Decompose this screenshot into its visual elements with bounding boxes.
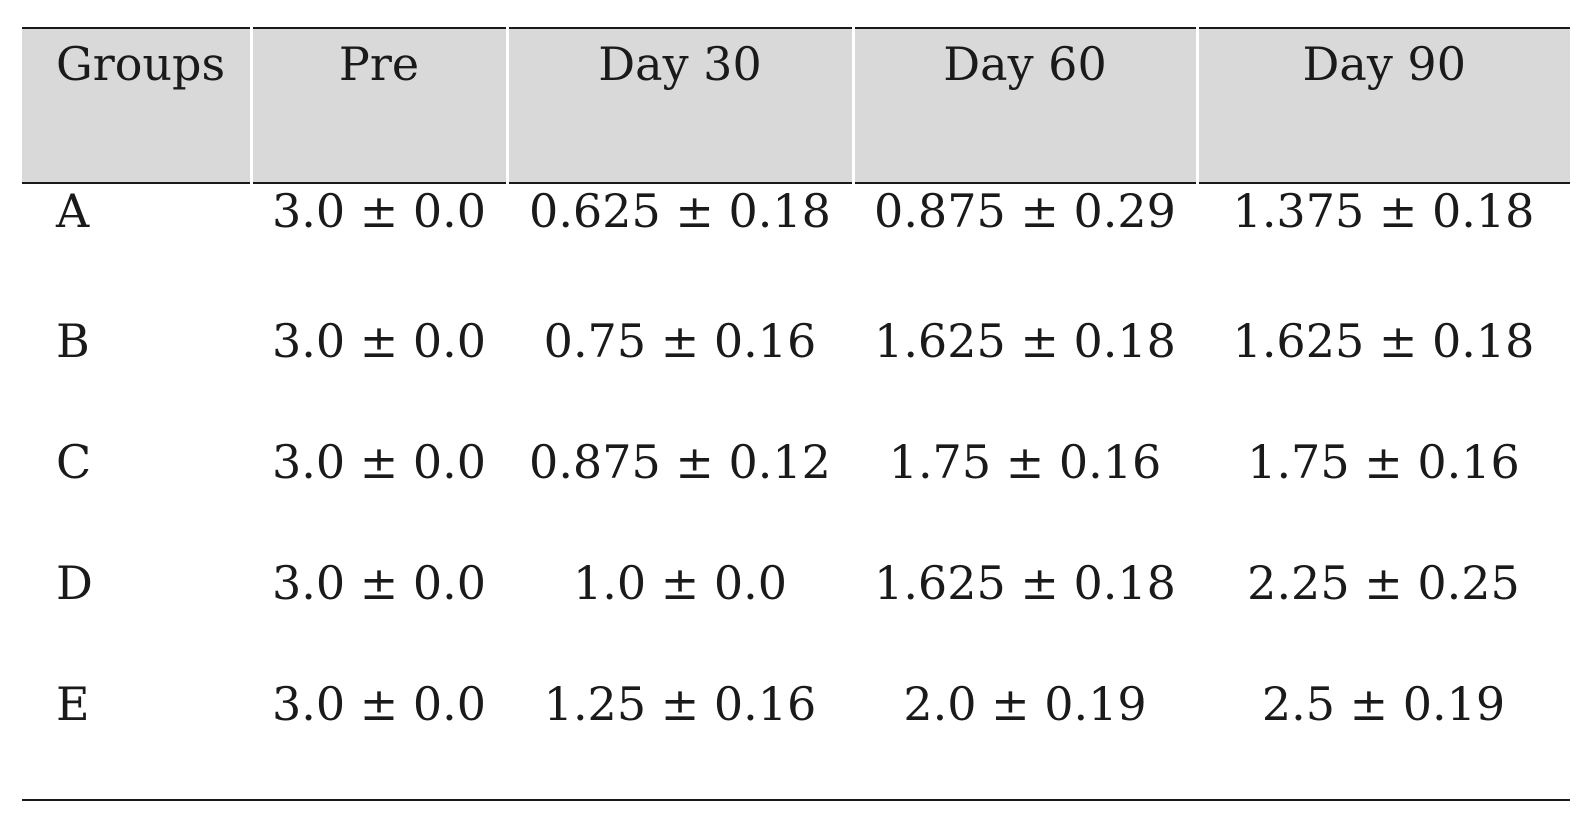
- value-cell: 3.0 ± 0.0: [271, 556, 487, 610]
- group-cell: E: [22, 667, 251, 801]
- value-cell: 0.875 ± 0.29: [874, 184, 1176, 238]
- value-cell: 0.75 ± 0.16: [543, 314, 817, 368]
- table-row: D 3.0 ± 0.0 1.0 ± 0.0 1.625 ± 0.18 2.25 …: [22, 546, 1570, 667]
- value-cell: 2.25 ± 0.25: [1247, 556, 1520, 610]
- value-cell: 1.625 ± 0.18: [874, 314, 1176, 368]
- table-header: Groups Pre Day 30 Day 60 Day 90: [22, 27, 1570, 184]
- results-table: Groups Pre Day 30 Day 60 Day 90 A 3.0 ± …: [22, 27, 1570, 801]
- value-cell: 1.625 ± 0.18: [874, 556, 1176, 610]
- group-cell: B: [56, 314, 90, 368]
- header-row: Groups Pre Day 30 Day 60 Day 90: [22, 27, 1570, 184]
- table-row: C 3.0 ± 0.0 0.875 ± 0.12 1.75 ± 0.16 1.7…: [22, 425, 1570, 546]
- header-day-30: Day 30: [505, 27, 853, 184]
- header-pre: Pre: [249, 27, 507, 184]
- header-groups: Groups: [22, 27, 251, 184]
- value-cell: 0.875 ± 0.12: [529, 435, 831, 489]
- group-cell: A: [56, 184, 90, 238]
- value-cell: 2.0 ± 0.19: [853, 667, 1197, 801]
- value-cell: 1.625 ± 0.18: [1232, 314, 1535, 368]
- value-cell: 1.375 ± 0.18: [1232, 184, 1535, 238]
- value-cell: 3.0 ± 0.0: [251, 667, 507, 801]
- value-cell: 1.0 ± 0.0: [572, 556, 788, 610]
- value-cell: 3.0 ± 0.0: [271, 314, 487, 368]
- table-body: A 3.0 ± 0.0 0.625 ± 0.18 0.875 ± 0.29 1.…: [22, 183, 1570, 801]
- header-day-60: Day 60: [851, 27, 1197, 184]
- group-cell: C: [56, 435, 92, 489]
- group-cell: D: [56, 556, 93, 610]
- value-cell: 1.25 ± 0.16: [507, 667, 853, 801]
- value-cell: 1.75 ± 0.16: [888, 435, 1162, 489]
- header-day-90: Day 90: [1195, 27, 1570, 184]
- value-cell: 3.0 ± 0.0: [271, 435, 487, 489]
- table-row: A 3.0 ± 0.0 0.625 ± 0.18 0.875 ± 0.29 1.…: [22, 183, 1570, 304]
- table-row: B 3.0 ± 0.0 0.75 ± 0.16 1.625 ± 0.18 1.6…: [22, 304, 1570, 425]
- table-row: E 3.0 ± 0.0 1.25 ± 0.16 2.0 ± 0.19 2.5 ±…: [22, 667, 1570, 801]
- results-table-container: Groups Pre Day 30 Day 60 Day 90 A 3.0 ± …: [22, 27, 1570, 801]
- value-cell: 3.0 ± 0.0: [271, 184, 487, 238]
- value-cell: 2.5 ± 0.19: [1197, 667, 1570, 801]
- value-cell: 1.75 ± 0.16: [1247, 435, 1520, 489]
- value-cell: 0.625 ± 0.18: [529, 184, 831, 238]
